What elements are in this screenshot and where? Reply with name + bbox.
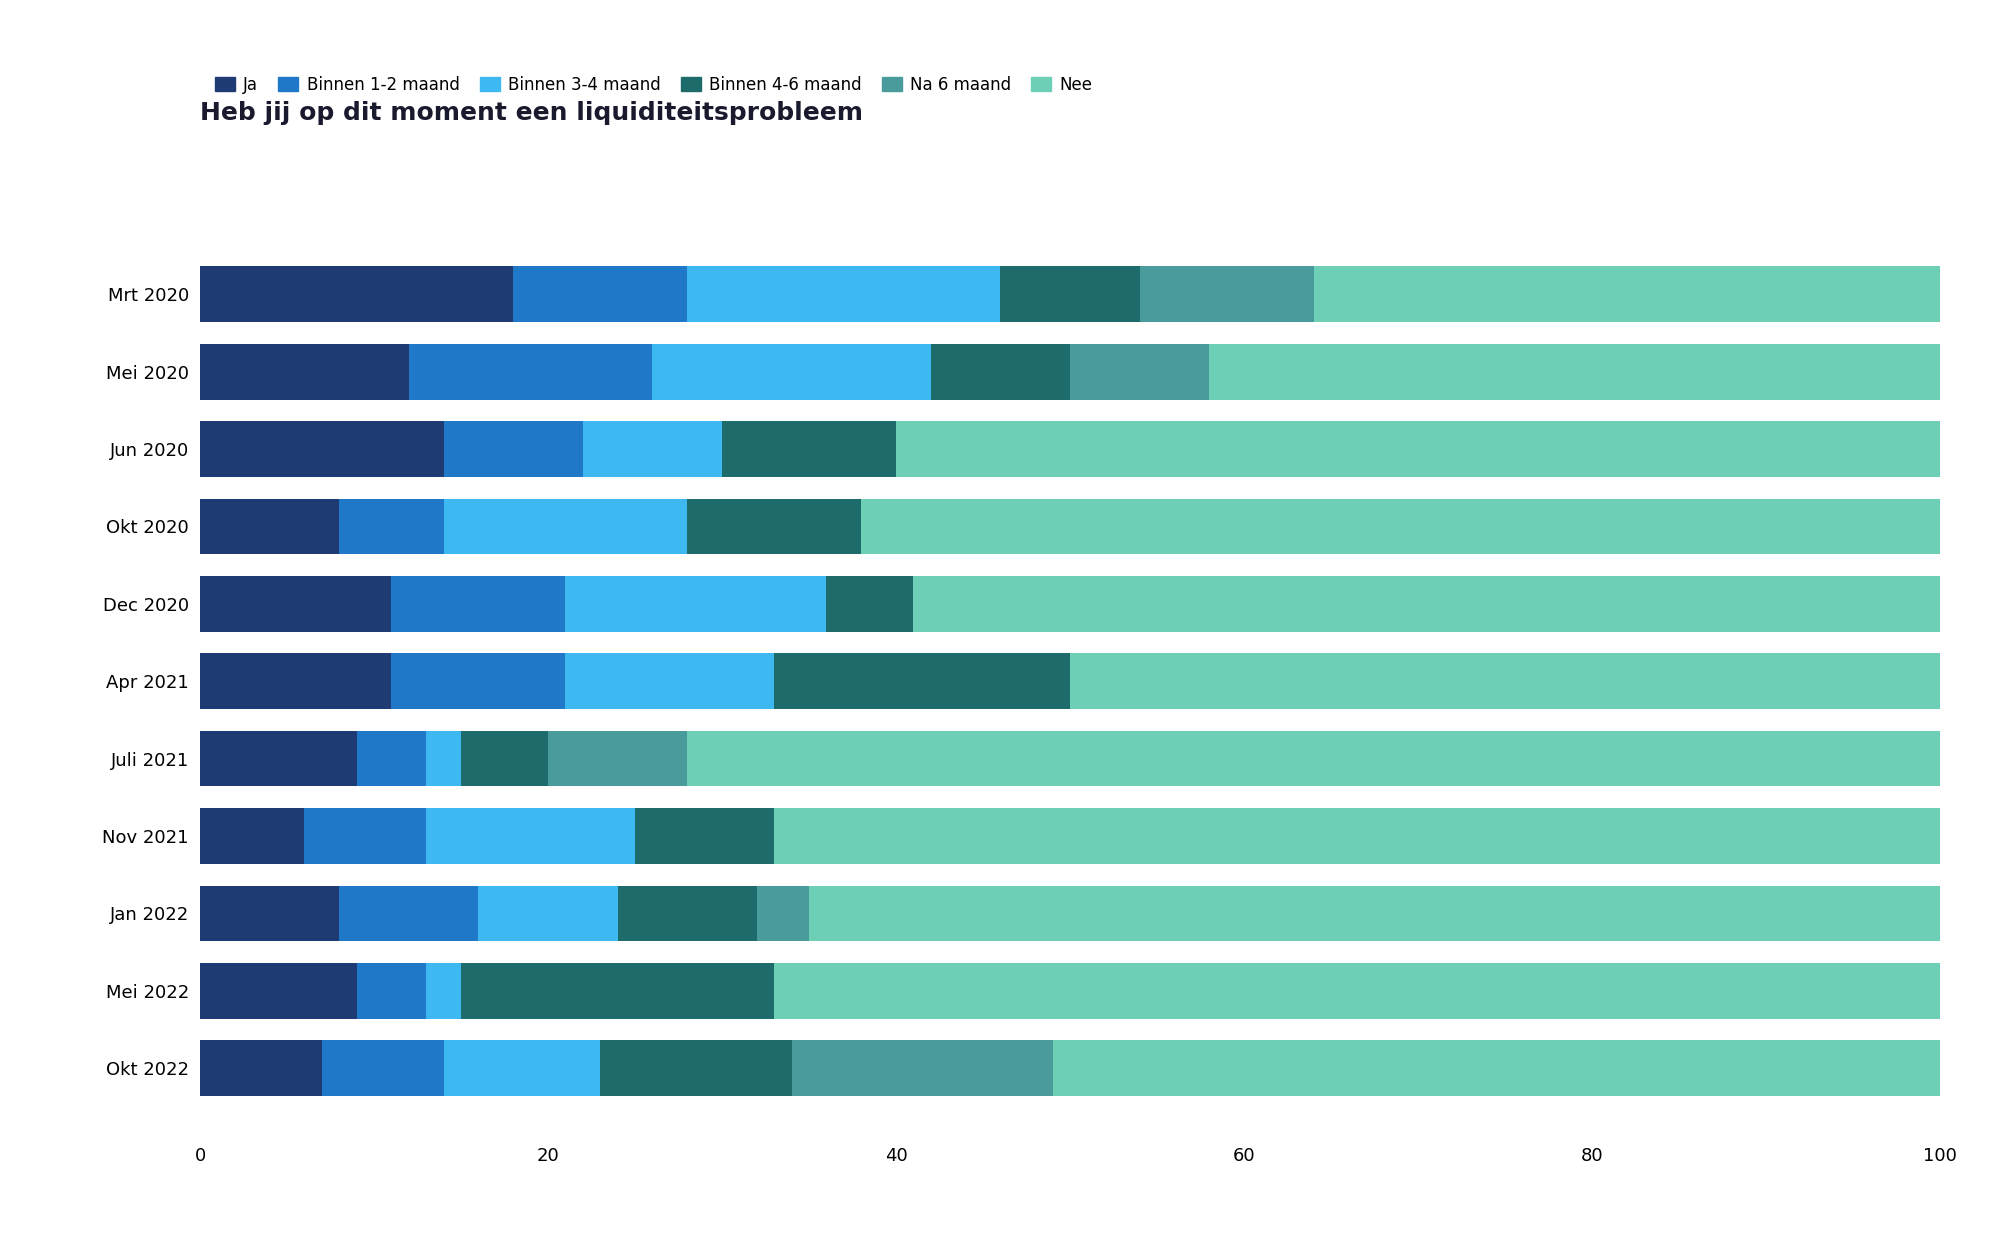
Text: Heb jij op dit moment een liquiditeitsprobleem: Heb jij op dit moment een liquiditeitspr… [200,101,864,125]
Bar [1140,266,1314,322]
Bar [200,962,356,1019]
Bar [200,885,340,941]
Bar [322,1040,444,1096]
Bar [426,731,462,786]
Bar [582,421,722,478]
Bar [810,885,1940,941]
Bar [200,809,304,864]
Bar [548,731,688,786]
Bar [688,731,1940,786]
Bar [1052,1040,1940,1096]
Bar [200,266,514,322]
Bar [652,344,930,400]
Bar [392,654,566,709]
Bar [340,885,478,941]
Bar [200,731,356,786]
Bar [392,576,566,631]
Bar [896,421,1940,478]
Bar [200,421,444,478]
Bar [408,344,652,400]
Bar [1000,266,1140,322]
Legend: Ja, Binnen 1-2 maand, Binnen 3-4 maand, Binnen 4-6 maand, Na 6 maand, Nee: Ja, Binnen 1-2 maand, Binnen 3-4 maand, … [208,69,1100,100]
Bar [756,885,810,941]
Bar [826,576,914,631]
Bar [774,962,1940,1019]
Bar [1070,344,1210,400]
Bar [514,266,688,322]
Bar [722,421,896,478]
Bar [774,809,1940,864]
Bar [444,421,582,478]
Bar [688,266,1000,322]
Bar [444,1040,600,1096]
Bar [200,1040,322,1096]
Bar [1070,654,1940,709]
Bar [914,576,1940,631]
Bar [1210,344,1940,400]
Bar [426,962,462,1019]
Bar [688,499,862,554]
Bar [566,576,826,631]
Bar [636,809,774,864]
Bar [478,885,618,941]
Bar [462,731,548,786]
Bar [200,344,408,400]
Bar [462,962,774,1019]
Bar [340,499,444,554]
Bar [200,499,340,554]
Bar [930,344,1070,400]
Bar [426,809,636,864]
Bar [792,1040,1052,1096]
Bar [566,654,774,709]
Bar [200,654,392,709]
Bar [1314,266,1940,322]
Bar [200,576,392,631]
Bar [618,885,756,941]
Bar [600,1040,792,1096]
Bar [862,499,1940,554]
Bar [356,962,426,1019]
Bar [356,731,426,786]
Bar [304,809,426,864]
Bar [444,499,688,554]
Bar [774,654,1070,709]
